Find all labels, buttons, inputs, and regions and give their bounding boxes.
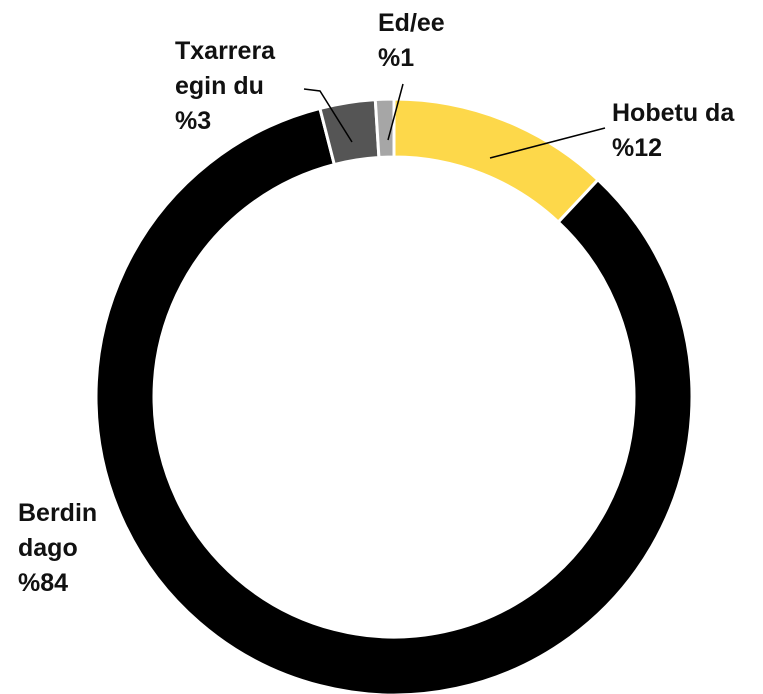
- value-label: %84: [18, 569, 69, 597]
- leader-line: [387, 83, 404, 141]
- category-name: Ed/ee: [378, 9, 445, 37]
- value-label: %1: [378, 44, 415, 72]
- leader-line: [303, 88, 353, 143]
- category-name: Berdin dago: [18, 499, 98, 562]
- leader-line: [489, 127, 606, 159]
- category-name: Hobetu da: [612, 99, 735, 127]
- slice-label: Txarrera egin du %3: [175, 34, 305, 139]
- value-label: %12: [612, 134, 663, 162]
- donut-slice: [373, 97, 396, 160]
- donut-slice: [94, 106, 694, 694]
- slice-label: Hobetu da %12: [612, 96, 763, 166]
- value-label: %3: [175, 107, 212, 135]
- category-name: Txarrera egin du: [175, 37, 276, 100]
- slice-label: Berdin dago %84: [18, 496, 118, 601]
- slice-label: Ed/ee %1: [378, 6, 478, 76]
- donut-slice: [392, 97, 601, 225]
